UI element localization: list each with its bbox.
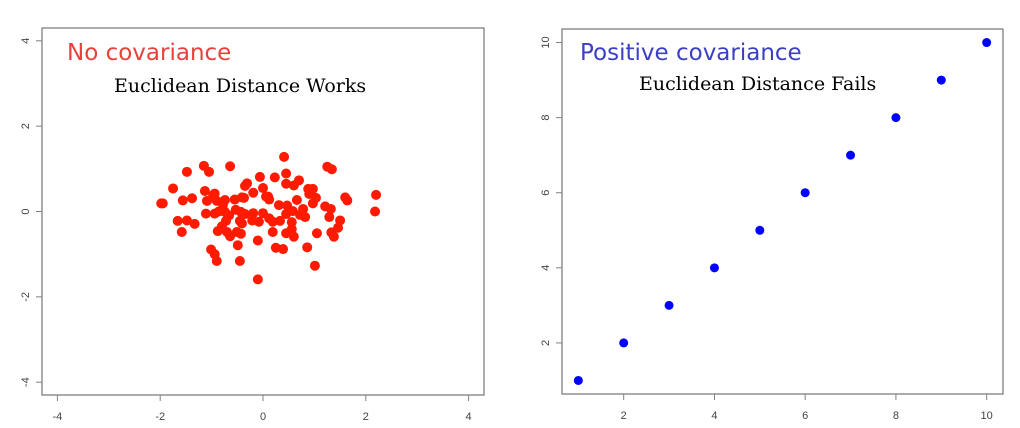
data-point <box>264 194 275 205</box>
data-point <box>240 180 251 191</box>
chart-subtitle-fails: Euclidean Distance Fails <box>639 73 877 95</box>
data-point <box>324 212 335 223</box>
data-point <box>236 218 247 229</box>
data-point <box>201 195 212 206</box>
data-point <box>300 212 311 223</box>
data-point <box>240 209 251 220</box>
y-tick-label: 2 <box>540 340 552 346</box>
data-point <box>225 161 236 172</box>
data-point <box>258 183 268 194</box>
data-point <box>573 375 583 385</box>
x-tick-label: 2 <box>621 410 627 422</box>
data-point <box>200 208 211 219</box>
data-point <box>252 235 263 246</box>
y-tick-label: -4 <box>20 377 32 387</box>
plot-frame <box>561 28 1004 395</box>
data-point <box>619 338 629 348</box>
data-point <box>252 274 263 285</box>
data-point <box>267 226 278 237</box>
data-point <box>982 38 992 48</box>
data-point <box>199 186 210 197</box>
x-tick-label: -4 <box>53 411 63 423</box>
data-point <box>211 256 222 267</box>
y-tick-label: 10 <box>540 36 552 48</box>
y-tick-label: 4 <box>20 38 32 44</box>
data-point <box>755 225 765 235</box>
x-tick-label: 10 <box>981 410 993 422</box>
data-point <box>288 231 299 242</box>
chart-title-positive-covariance: Positive covariance <box>580 40 802 66</box>
data-point <box>664 300 674 310</box>
y-tick-label: 0 <box>20 208 32 214</box>
x-tick-label: 4 <box>466 411 472 423</box>
data-point <box>157 198 168 209</box>
data-point <box>891 113 901 123</box>
x-tick-label: 8 <box>893 410 899 422</box>
data-point <box>248 187 259 198</box>
data-point <box>311 228 322 239</box>
data-point <box>189 218 200 229</box>
panel-positive-covariance: 2 4 6 8 10 2 4 6 8 10 Positive covariance Euclide… <box>510 0 1020 428</box>
data-point <box>181 215 192 226</box>
data-point <box>281 168 292 179</box>
data-point <box>281 209 292 220</box>
panel-no-covariance: -4 -2 0 2 4 -4 -2 0 2 4 No covariance Euclidean D… <box>20 27 485 423</box>
data-point <box>307 198 318 209</box>
data-point <box>253 216 264 227</box>
data-point <box>288 180 299 191</box>
y-tick-label: 2 <box>20 123 32 129</box>
data-point <box>274 215 285 226</box>
data-point <box>326 164 337 175</box>
data-point <box>281 178 292 189</box>
data-point <box>254 171 265 182</box>
data-point <box>709 263 719 273</box>
data-point <box>281 228 292 239</box>
data-point <box>342 195 353 206</box>
data-point <box>279 151 290 162</box>
data-point <box>309 260 320 271</box>
y-tick-label: -2 <box>20 292 32 302</box>
data-point <box>333 222 344 233</box>
data-point <box>302 242 313 253</box>
y-tick-label: 4 <box>540 265 552 271</box>
data-point <box>800 188 810 198</box>
data-point <box>176 226 187 237</box>
data-point <box>235 228 246 239</box>
scatter-plot-positive-covariance: 2 4 6 8 10 2 4 6 8 10 <box>540 28 1004 422</box>
data-point <box>291 194 302 205</box>
y-tick-label: 6 <box>540 190 552 196</box>
data-point <box>232 240 243 251</box>
data-point <box>846 150 856 160</box>
data-point <box>229 194 240 205</box>
data-point <box>269 172 280 183</box>
x-tick-label: 0 <box>260 411 266 423</box>
data-point <box>172 215 183 226</box>
data-point <box>234 256 245 267</box>
scatter-plot-no-covariance: -4 -2 0 2 4 -4 -2 0 2 4 <box>20 27 485 423</box>
chart-subtitle-works: Euclidean Distance Works <box>114 75 367 97</box>
data-point <box>278 244 289 255</box>
data-point <box>212 226 223 237</box>
chart-title-no-covariance: No covariance <box>67 40 232 66</box>
x-tick-label: 4 <box>711 410 717 422</box>
data-point <box>328 231 339 242</box>
data-point <box>204 166 215 177</box>
y-tick-label: 8 <box>540 115 552 121</box>
data-point <box>238 192 249 203</box>
data-point <box>936 75 946 85</box>
x-tick-label: -2 <box>155 411 165 423</box>
data-point <box>325 203 336 214</box>
data-point <box>181 166 192 177</box>
x-tick-label: 6 <box>802 410 808 422</box>
x-tick-label: 2 <box>363 411 369 423</box>
data-point <box>370 206 381 217</box>
data-point <box>177 195 188 206</box>
data-point <box>168 183 179 194</box>
data-point <box>371 189 382 200</box>
data-point <box>273 200 284 211</box>
data-point <box>187 193 198 204</box>
